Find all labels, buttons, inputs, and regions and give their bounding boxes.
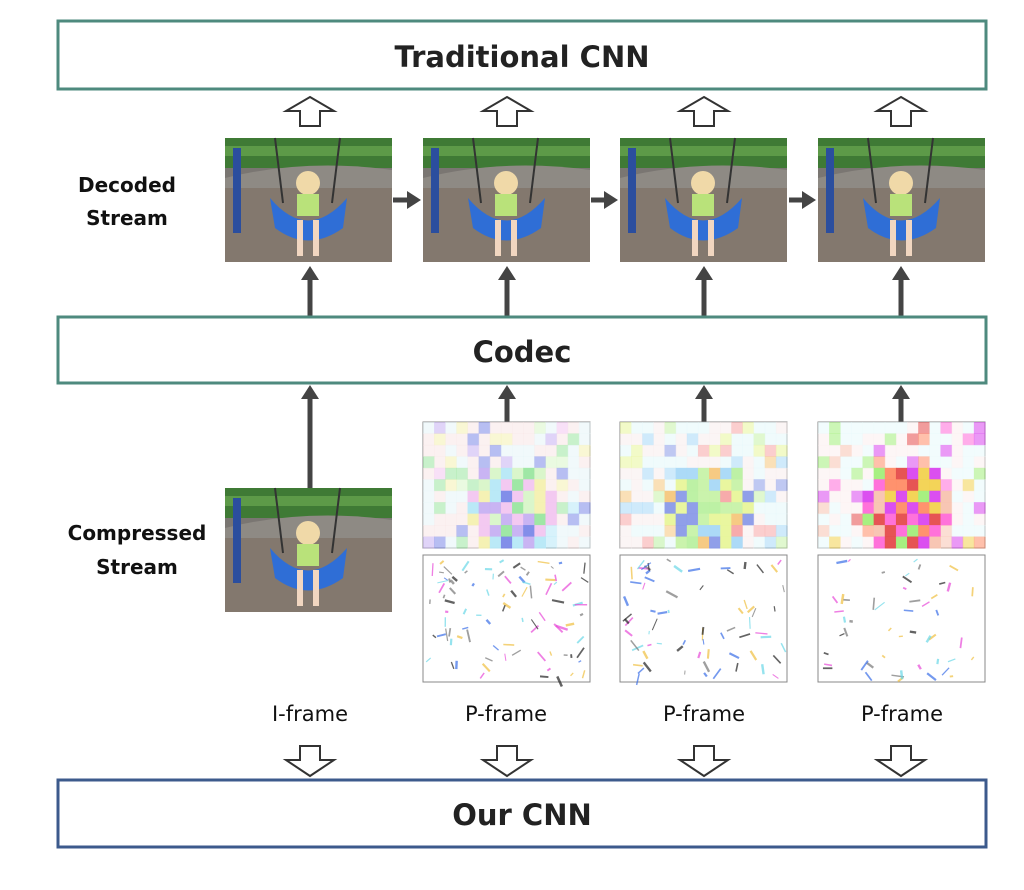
hollow-up-arrows	[282, 95, 929, 127]
motion-vector-map	[619, 421, 788, 549]
compressed-stream-label-line1: Compressed	[68, 521, 207, 545]
hollow-up-arrow-icon	[873, 95, 929, 127]
arrow-right-icon	[802, 191, 816, 209]
decoded-frame-2	[422, 137, 591, 263]
codec-box: Codec	[56, 315, 988, 385]
hollow-down-arrow-icon	[479, 745, 535, 778]
hollow-up-arrow-icon	[282, 95, 338, 127]
residual-map	[817, 554, 986, 683]
arrow-up-icon	[498, 385, 516, 399]
residual-map	[422, 554, 591, 688]
frame-type-label: I-frame	[272, 702, 348, 726]
arrow-up-icon	[301, 266, 319, 280]
frame-type-label: P-frame	[861, 702, 943, 726]
hollow-up-arrow-icon	[479, 95, 535, 127]
motion-vector-map	[817, 421, 986, 549]
decoded-frame-4	[817, 137, 986, 263]
decoded-frame-1	[224, 137, 393, 263]
arrow-up-icon	[695, 266, 713, 280]
residual-maps	[422, 554, 986, 688]
arrow-up-icon	[892, 385, 910, 399]
hollow-up-arrow-icon	[676, 95, 732, 127]
our-cnn-box: Our CNN	[56, 778, 988, 849]
our-cnn-label: Our CNN	[452, 798, 592, 832]
hollow-down-arrow-icon	[873, 745, 929, 778]
arrow-right-icon	[604, 191, 618, 209]
hollow-down-arrows	[282, 745, 929, 778]
decoded-stream-label-line1: Decoded	[78, 173, 176, 197]
arrow-up-icon	[301, 385, 319, 399]
arrow-right-icon	[407, 191, 421, 209]
hollow-down-arrow-icon	[676, 745, 732, 778]
codec-label: Codec	[473, 335, 572, 369]
decoded-stream-label-line2: Stream	[86, 206, 168, 230]
traditional-cnn-label: Traditional CNN	[395, 40, 650, 74]
i-frame-image	[224, 487, 393, 613]
compressed-stream-label-line2: Stream	[96, 555, 178, 579]
arrow-up-icon	[892, 266, 910, 280]
hollow-down-arrow-icon	[282, 745, 338, 778]
motion-vector-map	[422, 421, 591, 549]
traditional-cnn-box: Traditional CNN	[56, 19, 988, 91]
arrow-up-icon	[498, 266, 516, 280]
frame-type-label: P-frame	[663, 702, 745, 726]
solid-arrows	[301, 191, 910, 488]
decoded-frame-3	[619, 137, 788, 263]
frame-type-label: P-frame	[465, 702, 547, 726]
arrow-up-icon	[695, 385, 713, 399]
motion-vector-maps	[422, 421, 986, 549]
residual-map	[619, 554, 788, 686]
